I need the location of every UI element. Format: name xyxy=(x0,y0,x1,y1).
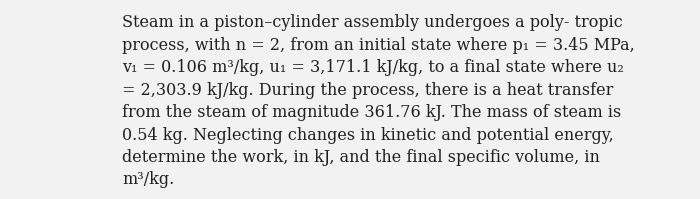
Text: = 2,303.9 kJ/kg. During the process, there is a heat transfer: = 2,303.9 kJ/kg. During the process, the… xyxy=(122,82,613,99)
Text: v₁ = 0.106 m³/kg, u₁ = 3,171.1 kJ/kg, to a final state where u₂: v₁ = 0.106 m³/kg, u₁ = 3,171.1 kJ/kg, to… xyxy=(122,59,624,76)
Text: Steam in a piston–cylinder assembly undergoes a poly- tropic: Steam in a piston–cylinder assembly unde… xyxy=(122,14,623,31)
Text: process, with n = 2, from an initial state where p₁ = 3.45 MPa,: process, with n = 2, from an initial sta… xyxy=(122,36,635,54)
Text: from the steam of magnitude 361.76 kJ. The mass of steam is: from the steam of magnitude 361.76 kJ. T… xyxy=(122,104,622,121)
Text: 0.54 kg. Neglecting changes in kinetic and potential energy,: 0.54 kg. Neglecting changes in kinetic a… xyxy=(122,127,614,143)
Text: determine the work, in kJ, and the final specific volume, in: determine the work, in kJ, and the final… xyxy=(122,149,600,166)
Text: m³/kg.: m³/kg. xyxy=(122,172,174,188)
